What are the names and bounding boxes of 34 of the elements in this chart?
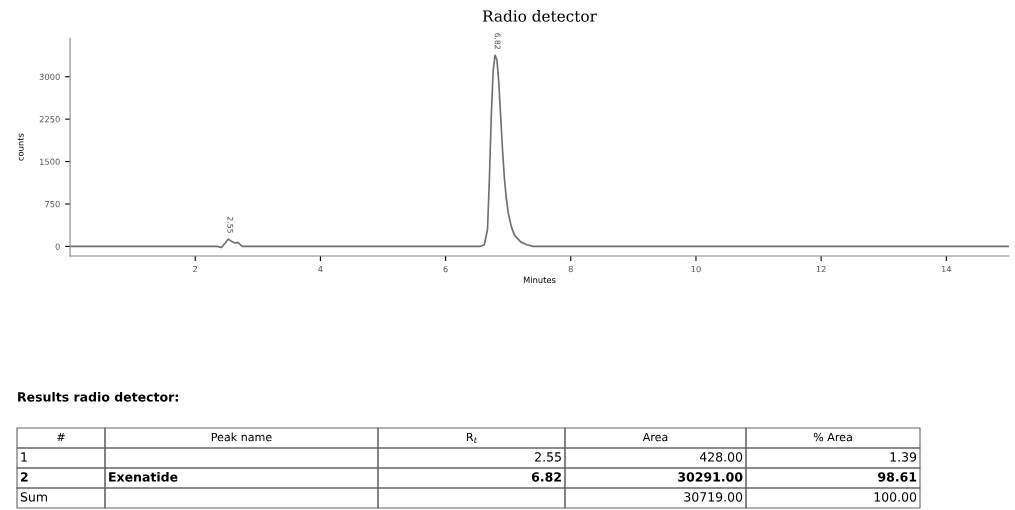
- text: 30719.00: [684, 492, 743, 502]
- text: 2: [20, 472, 28, 482]
- chart-title: Radio detector: [482, 9, 597, 22]
- line-series: [70, 54, 1009, 249]
- text: 428.00: [699, 452, 743, 462]
- text: 1.39: [890, 452, 917, 462]
- text: % Area: [813, 432, 852, 442]
- y-tick-label: 750: [45, 200, 60, 208]
- text: #: [57, 433, 65, 442]
- text: 2.55: [535, 452, 561, 462]
- text: 100.00: [874, 492, 917, 502]
- x-tick-label: 12: [816, 265, 826, 273]
- x-tick-label: 8: [568, 265, 573, 273]
- y-tick-label: 2250: [39, 116, 60, 123]
- text: Area: [642, 432, 668, 442]
- text: 98.61: [878, 472, 917, 482]
- text: Peak name: [211, 432, 272, 442]
- x-tick-label: 4: [318, 266, 323, 273]
- x-tick-label: 2: [193, 265, 198, 273]
- y-tick-label: 0: [55, 243, 60, 250]
- text: R$_{t}$: [466, 432, 477, 443]
- x-tick-label: 6: [443, 265, 448, 273]
- text: Sum: [20, 492, 47, 502]
- y-tick-label: 1500: [40, 158, 60, 165]
- x-axis-title: Minutes: [523, 276, 556, 284]
- text: 1: [21, 452, 27, 462]
- text: Results radio detector:: [18, 391, 178, 402]
- text: 30291.00: [678, 472, 743, 482]
- x-tick-label: 14: [941, 266, 952, 273]
- y-tick-label: 3000: [39, 73, 60, 80]
- text: 6.82: [531, 472, 561, 482]
- y-axis-title: counts: [17, 133, 24, 161]
- text: Exenatide: [109, 471, 178, 482]
- x-tick-label: 10: [691, 265, 701, 273]
